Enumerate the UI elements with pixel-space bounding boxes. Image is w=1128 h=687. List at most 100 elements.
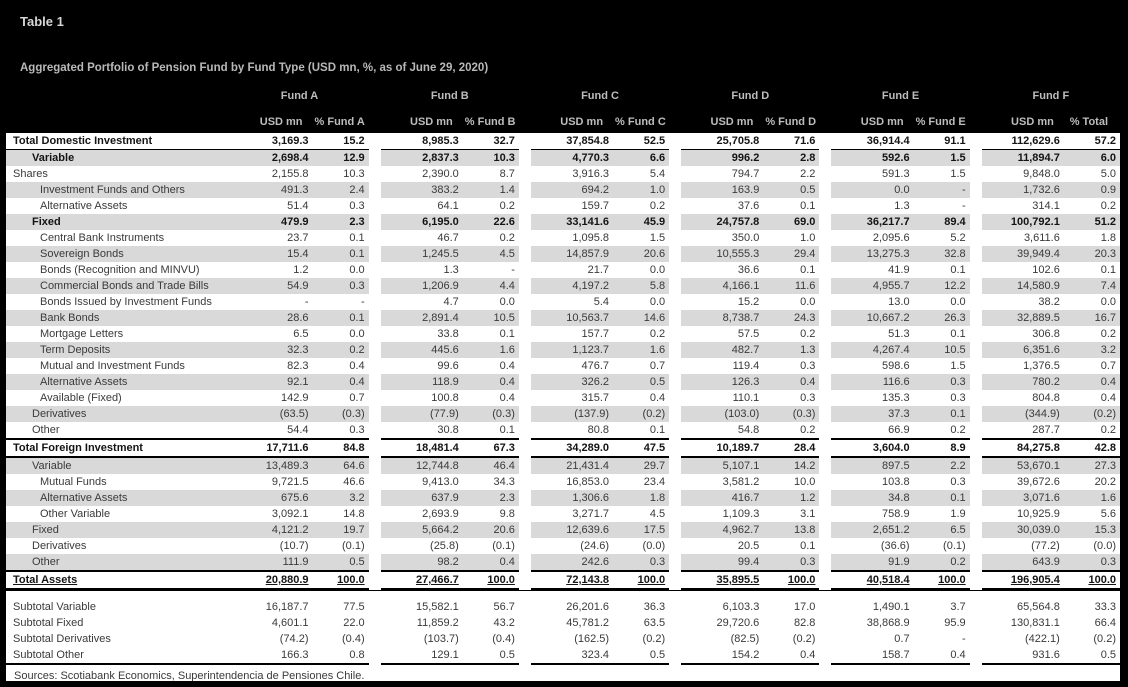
usd-value-cell: 10,925.9 [981,506,1066,522]
group-spacer [368,647,381,664]
usd-mn-header: USD mn [380,106,465,133]
usd-value-cell: 102.6 [981,262,1066,278]
group-spacer [819,80,832,106]
group-spacer [669,246,682,262]
group-spacer [969,422,982,439]
usd-value-cell: 80.8 [530,422,616,439]
pct-value-cell: 0.0 [314,326,369,342]
group-spacer [969,506,982,522]
pct-value-cell: 10.3 [314,166,369,182]
group-spacer [669,310,682,326]
group-spacer [368,490,381,506]
usd-value-cell: 54.9 [230,278,315,294]
pct-value-cell: 47.5 [615,438,670,458]
group-spacer [368,149,381,166]
usd-value-cell: 315.7 [530,390,616,406]
row-label: Other Variable [6,506,231,522]
pct-value-cell: 4.5 [464,246,519,262]
pct-value-cell: 29.4 [765,246,820,262]
pct-value-cell: 0.4 [464,374,519,390]
table-row: Total Domestic Investment 3,169.3 15.2 8,98… [6,133,1120,150]
usd-value-cell: 20,880.9 [230,570,315,591]
pct-value-cell: 1.9 [915,506,970,522]
group-spacer [669,182,682,198]
group-spacer [368,406,381,422]
usd-value-cell: 5,664.2 [380,522,465,538]
pct-value-cell: 0.5 [765,182,820,198]
usd-value-cell: 8,985.3 [380,133,465,150]
pct-value-cell: 1.6 [464,342,519,358]
pct-value-cell: 32.7 [464,133,519,150]
usd-value-cell: 21.7 [530,262,616,278]
usd-value-cell: 196,905.4 [981,570,1066,591]
pct-value-cell: 0.5 [1065,647,1120,665]
page-title: Table 1 [20,14,64,29]
usd-value-cell: (103.0) [681,406,766,422]
group-spacer [819,406,832,422]
usd-value-cell: 1.2 [230,262,315,278]
usd-value-cell: 1,206.9 [380,278,465,294]
usd-value-cell: 1,109.3 [681,506,766,522]
usd-value-cell: 476.7 [530,358,616,374]
pct-value-cell: 10.0 [765,474,820,490]
row-label: Bank Bonds [6,310,231,326]
table-row: Bank Bonds 28.6 0.1 2,891.4 10.5 10,563.7 14.6… [6,310,1120,326]
usd-value-cell: 142.9 [230,390,315,406]
group-spacer [368,342,381,358]
pct-value-cell: 52.5 [615,133,670,150]
pct-value-cell: 0.3 [765,554,820,571]
pct-value-cell: 0.3 [615,554,670,571]
usd-value-cell: 287.7 [981,422,1066,439]
usd-mn-header: USD mn [681,106,766,133]
group-spacer [969,439,982,457]
pct-value-cell: 0.0 [915,294,970,310]
pct-value-cell: 0.1 [915,406,970,422]
usd-value-cell: 1,490.1 [831,599,916,615]
pct-value-cell: 20.2 [1065,474,1120,490]
group-spacer [518,246,531,262]
group-spacer [819,439,832,457]
pct-value-cell: 0.4 [464,554,519,571]
pct-value-cell: 0.2 [464,198,519,214]
usd-value-cell: - [230,294,315,310]
usd-value-cell: 479.9 [230,214,315,230]
pct-value-cell: 0.0 [615,262,670,278]
group-spacer [368,474,381,490]
pct-value-cell: (0.3) [314,406,369,422]
table-row: Total Foreign Investment 17,711.6 84.8 18,4… [6,438,1120,458]
group-spacer [669,294,682,310]
fund-column-header: Fund F [981,80,1120,106]
usd-value-cell: 13,275.3 [831,246,916,262]
usd-value-cell: 15.4 [230,246,315,262]
group-spacer [669,342,682,358]
group-spacer [518,214,531,230]
group-spacer [669,80,682,106]
usd-mn-header: USD mn [831,106,916,133]
pct-value-cell: 91.1 [915,133,970,150]
pct-value-cell: 0.7 [314,390,369,406]
table-row: Mortgage Letters 6.5 0.0 33.8 0.1 157.7 0.2 57.… [6,326,1120,342]
pct-value-cell: 5.2 [915,230,970,246]
usd-value-cell: 29,720.6 [681,615,766,631]
pct-value-cell: 0.3 [314,198,369,214]
pct-value-cell: 11.6 [765,278,820,294]
group-spacer [669,230,682,246]
pct-value-cell: 0.2 [915,554,970,571]
group-spacer [819,474,832,490]
usd-value-cell: 4,197.2 [530,278,616,294]
usd-value-cell: 1.3 [831,198,916,214]
group-spacer [368,106,381,133]
usd-value-cell: 111.9 [230,554,315,571]
usd-value-cell: (344.9) [981,406,1066,422]
group-spacer [969,133,982,150]
group-spacer [819,647,832,664]
usd-value-cell: 16,187.7 [230,599,315,615]
pct-header: % Fund B [464,106,519,133]
row-label: Sovereign Bonds [6,246,231,262]
group-spacer [669,490,682,506]
usd-value-cell: 12,744.8 [380,457,465,474]
group-spacer [969,326,982,342]
pct-value-cell: 5.8 [615,278,670,294]
group-spacer [819,246,832,262]
group-spacer [368,538,381,554]
